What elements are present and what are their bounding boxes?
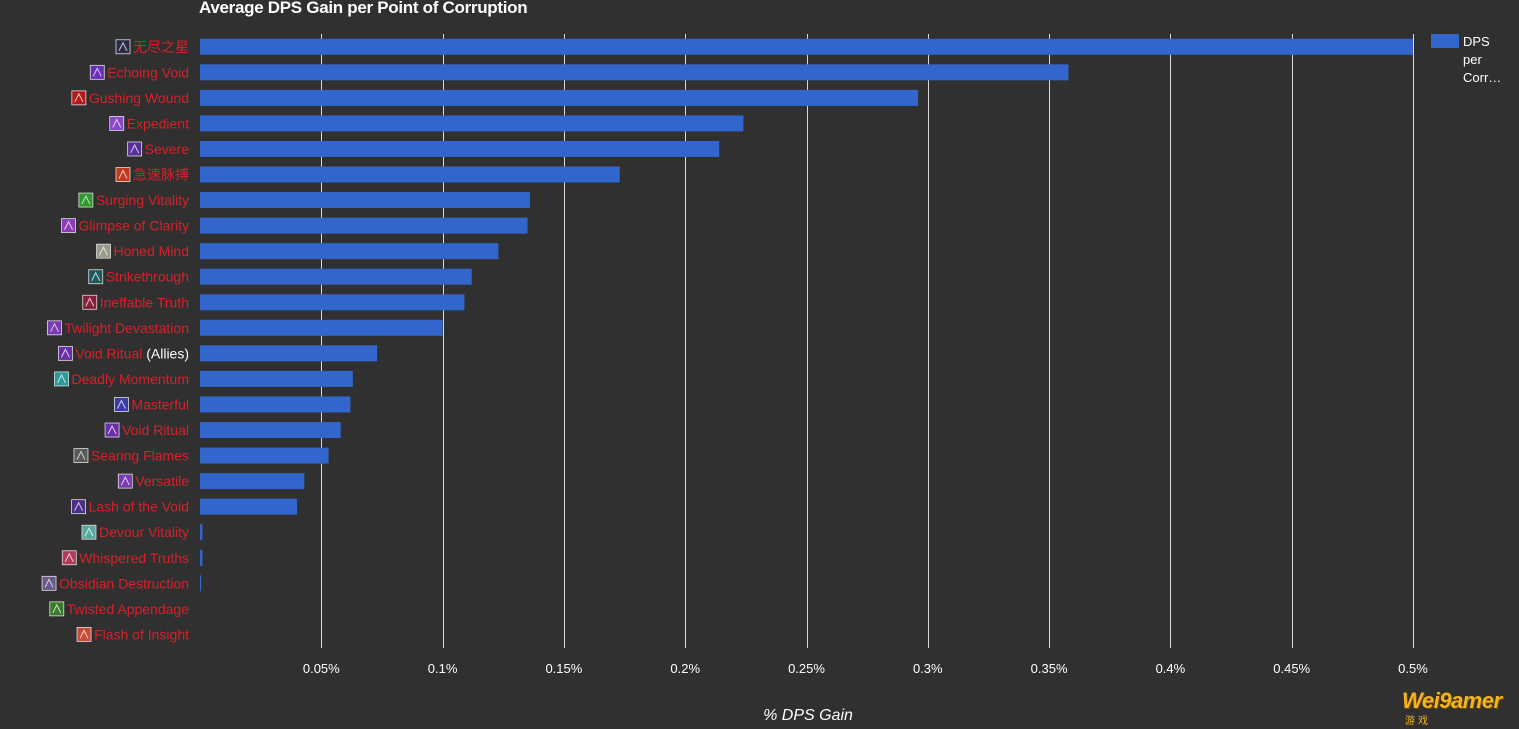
deadly-momentum-icon <box>54 371 69 387</box>
category-label: Deadly Momentum <box>72 371 190 387</box>
bar[interactable] <box>200 396 351 413</box>
category-label: Flash of Insight <box>94 626 189 642</box>
void-ritual-allies-icon <box>57 345 73 361</box>
watermark-logo: Wei9amer <box>1402 688 1502 713</box>
legend-label: DPS per Corr… <box>1463 34 1502 85</box>
bar[interactable] <box>200 345 378 362</box>
category-label: Masterful <box>131 396 189 412</box>
bar[interactable] <box>200 370 353 387</box>
category-label: Ineffable Truth <box>100 294 189 310</box>
bar[interactable] <box>200 447 329 464</box>
bar[interactable] <box>200 294 465 311</box>
x-tick-label: 0.45% <box>1273 661 1310 676</box>
category-label: Expedient <box>127 115 189 131</box>
category-label: Searing Flames <box>91 448 189 464</box>
void-ritual-icon <box>104 422 120 438</box>
x-tick-label: 0.25% <box>788 661 825 676</box>
x-tick-label: 0.35% <box>1031 661 1068 676</box>
category-label: Honed Mind <box>114 243 190 259</box>
bar[interactable] <box>200 524 203 541</box>
expedient-icon <box>109 116 125 131</box>
bar[interactable] <box>200 473 305 490</box>
flash-of-insight-icon <box>76 627 92 642</box>
bar[interactable] <box>200 575 202 592</box>
x-tick-label: 0.2% <box>670 661 700 676</box>
endless-star-icon <box>115 39 131 55</box>
twisted-appendage-icon <box>49 601 65 617</box>
searing-flames-icon <box>73 448 89 463</box>
bar[interactable] <box>200 192 530 209</box>
strikethrough-icon <box>88 269 104 285</box>
bar[interactable] <box>200 319 443 336</box>
bar[interactable] <box>200 89 919 106</box>
watermark-subtext: 游戏 <box>1405 716 1431 727</box>
bar[interactable] <box>200 140 720 157</box>
category-label: Lash of the Void <box>89 499 189 515</box>
twilight-devastation-icon <box>47 320 62 336</box>
category-labels: 无尽之星 Echoing Void Gushing Wound Expedient Se… <box>41 39 190 642</box>
x-axis-title: % DPS Gain <box>763 707 853 724</box>
bar[interactable] <box>200 268 472 285</box>
category-label: Whispered Truths <box>79 550 189 566</box>
whispered-truths-icon <box>61 550 77 566</box>
category-label: Strikethrough <box>106 269 189 285</box>
category-label: Severe <box>145 141 190 157</box>
category-label: Twilight Devastation <box>64 320 189 336</box>
x-tick-label: 0.15% <box>545 661 582 676</box>
legend-swatch <box>1431 34 1459 48</box>
severe-icon <box>127 141 143 157</box>
category-label: Versatile <box>135 473 189 489</box>
masterful-icon <box>114 397 129 412</box>
bar[interactable] <box>200 422 341 439</box>
category-label: Devour Vitality <box>99 524 189 540</box>
bars <box>200 38 1413 592</box>
category-label: Echoing Void <box>107 64 189 80</box>
category-label: 无尽之星 <box>133 39 189 55</box>
x-tick-label: 0.3% <box>913 661 943 676</box>
chart-title: Average DPS Gain per Point of Corruption <box>199 0 528 17</box>
category-label: Glimpse of Clarity <box>79 218 189 234</box>
category-label: Surging Vitality <box>96 192 189 208</box>
category-label: Gushing Wound <box>89 90 189 106</box>
category-label: Void Ritual <box>122 422 189 438</box>
bar[interactable] <box>200 498 298 515</box>
legend[interactable]: DPS per Corr… <box>1431 33 1507 87</box>
gridlines <box>321 34 1414 648</box>
category-label: Void Ritual (Allies) <box>75 345 189 361</box>
gushing-wound-icon <box>71 90 87 106</box>
category-label: 急速脉搏 <box>133 167 189 183</box>
honed-mind-icon <box>96 243 111 259</box>
versatile-icon <box>117 473 133 489</box>
category-label: Obsidian Destruction <box>59 575 189 591</box>
glimpse-of-clarity-icon <box>61 218 76 234</box>
x-tick-label: 0.05% <box>303 661 340 676</box>
bar[interactable] <box>200 166 620 183</box>
racing-pulse-icon <box>115 167 131 182</box>
surging-vitality-icon <box>78 192 94 208</box>
obsidian-destruction-icon <box>41 575 57 591</box>
bar[interactable] <box>200 549 203 566</box>
x-tick-label: 0.5% <box>1398 661 1428 676</box>
bar[interactable] <box>200 38 1413 55</box>
ineffable-truth-icon <box>82 294 98 310</box>
bar[interactable] <box>200 217 528 234</box>
bar[interactable] <box>200 115 744 132</box>
bar[interactable] <box>200 64 1069 81</box>
bar[interactable] <box>200 243 499 260</box>
devour-vitality-icon <box>81 524 97 540</box>
lash-of-the-void-icon <box>71 499 86 515</box>
echoing-void-icon <box>89 64 105 80</box>
x-tick-label: 0.4% <box>1156 661 1186 676</box>
x-axis-ticks: 0.05% 0.1% 0.15% 0.2% 0.25% 0.3% 0.35% 0.4% 0.45… <box>303 661 1428 676</box>
category-label: Twisted Appendage <box>67 601 189 617</box>
x-tick-label: 0.1% <box>428 661 458 676</box>
